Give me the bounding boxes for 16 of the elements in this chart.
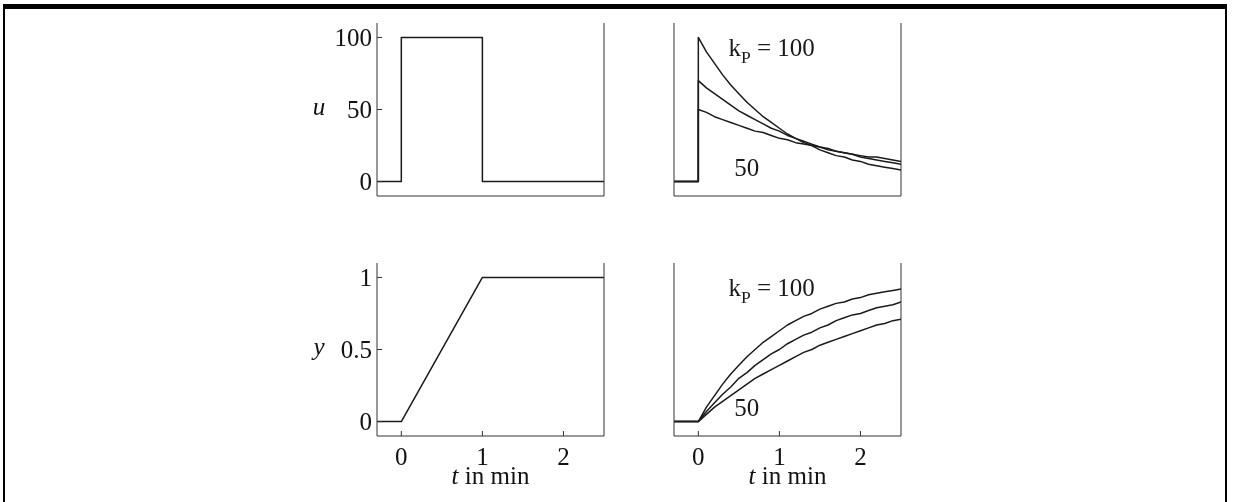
- y-tick-label: 100: [334, 24, 372, 52]
- series-label: 50: [734, 393, 760, 421]
- y-tick-label: 0.5: [340, 336, 372, 364]
- series-label: k$_{P}$ = 100: [728, 273, 815, 308]
- y-tick-label: 1: [359, 264, 372, 292]
- x-tick-label: 0: [395, 442, 408, 470]
- y-tick-label: 0: [359, 168, 372, 196]
- x-tick-label: 2: [557, 442, 570, 470]
- y-axis-title: u: [312, 92, 326, 119]
- series-label: 50: [734, 153, 760, 181]
- y-tick-label: 50: [347, 96, 372, 124]
- y-tick-label: 0: [359, 408, 372, 436]
- y-axis-title: y: [310, 332, 326, 359]
- x-tick-label: 2: [854, 442, 867, 470]
- series-label: k$_{P}$ = 100: [728, 33, 815, 68]
- x-tick-label: 0: [692, 442, 705, 470]
